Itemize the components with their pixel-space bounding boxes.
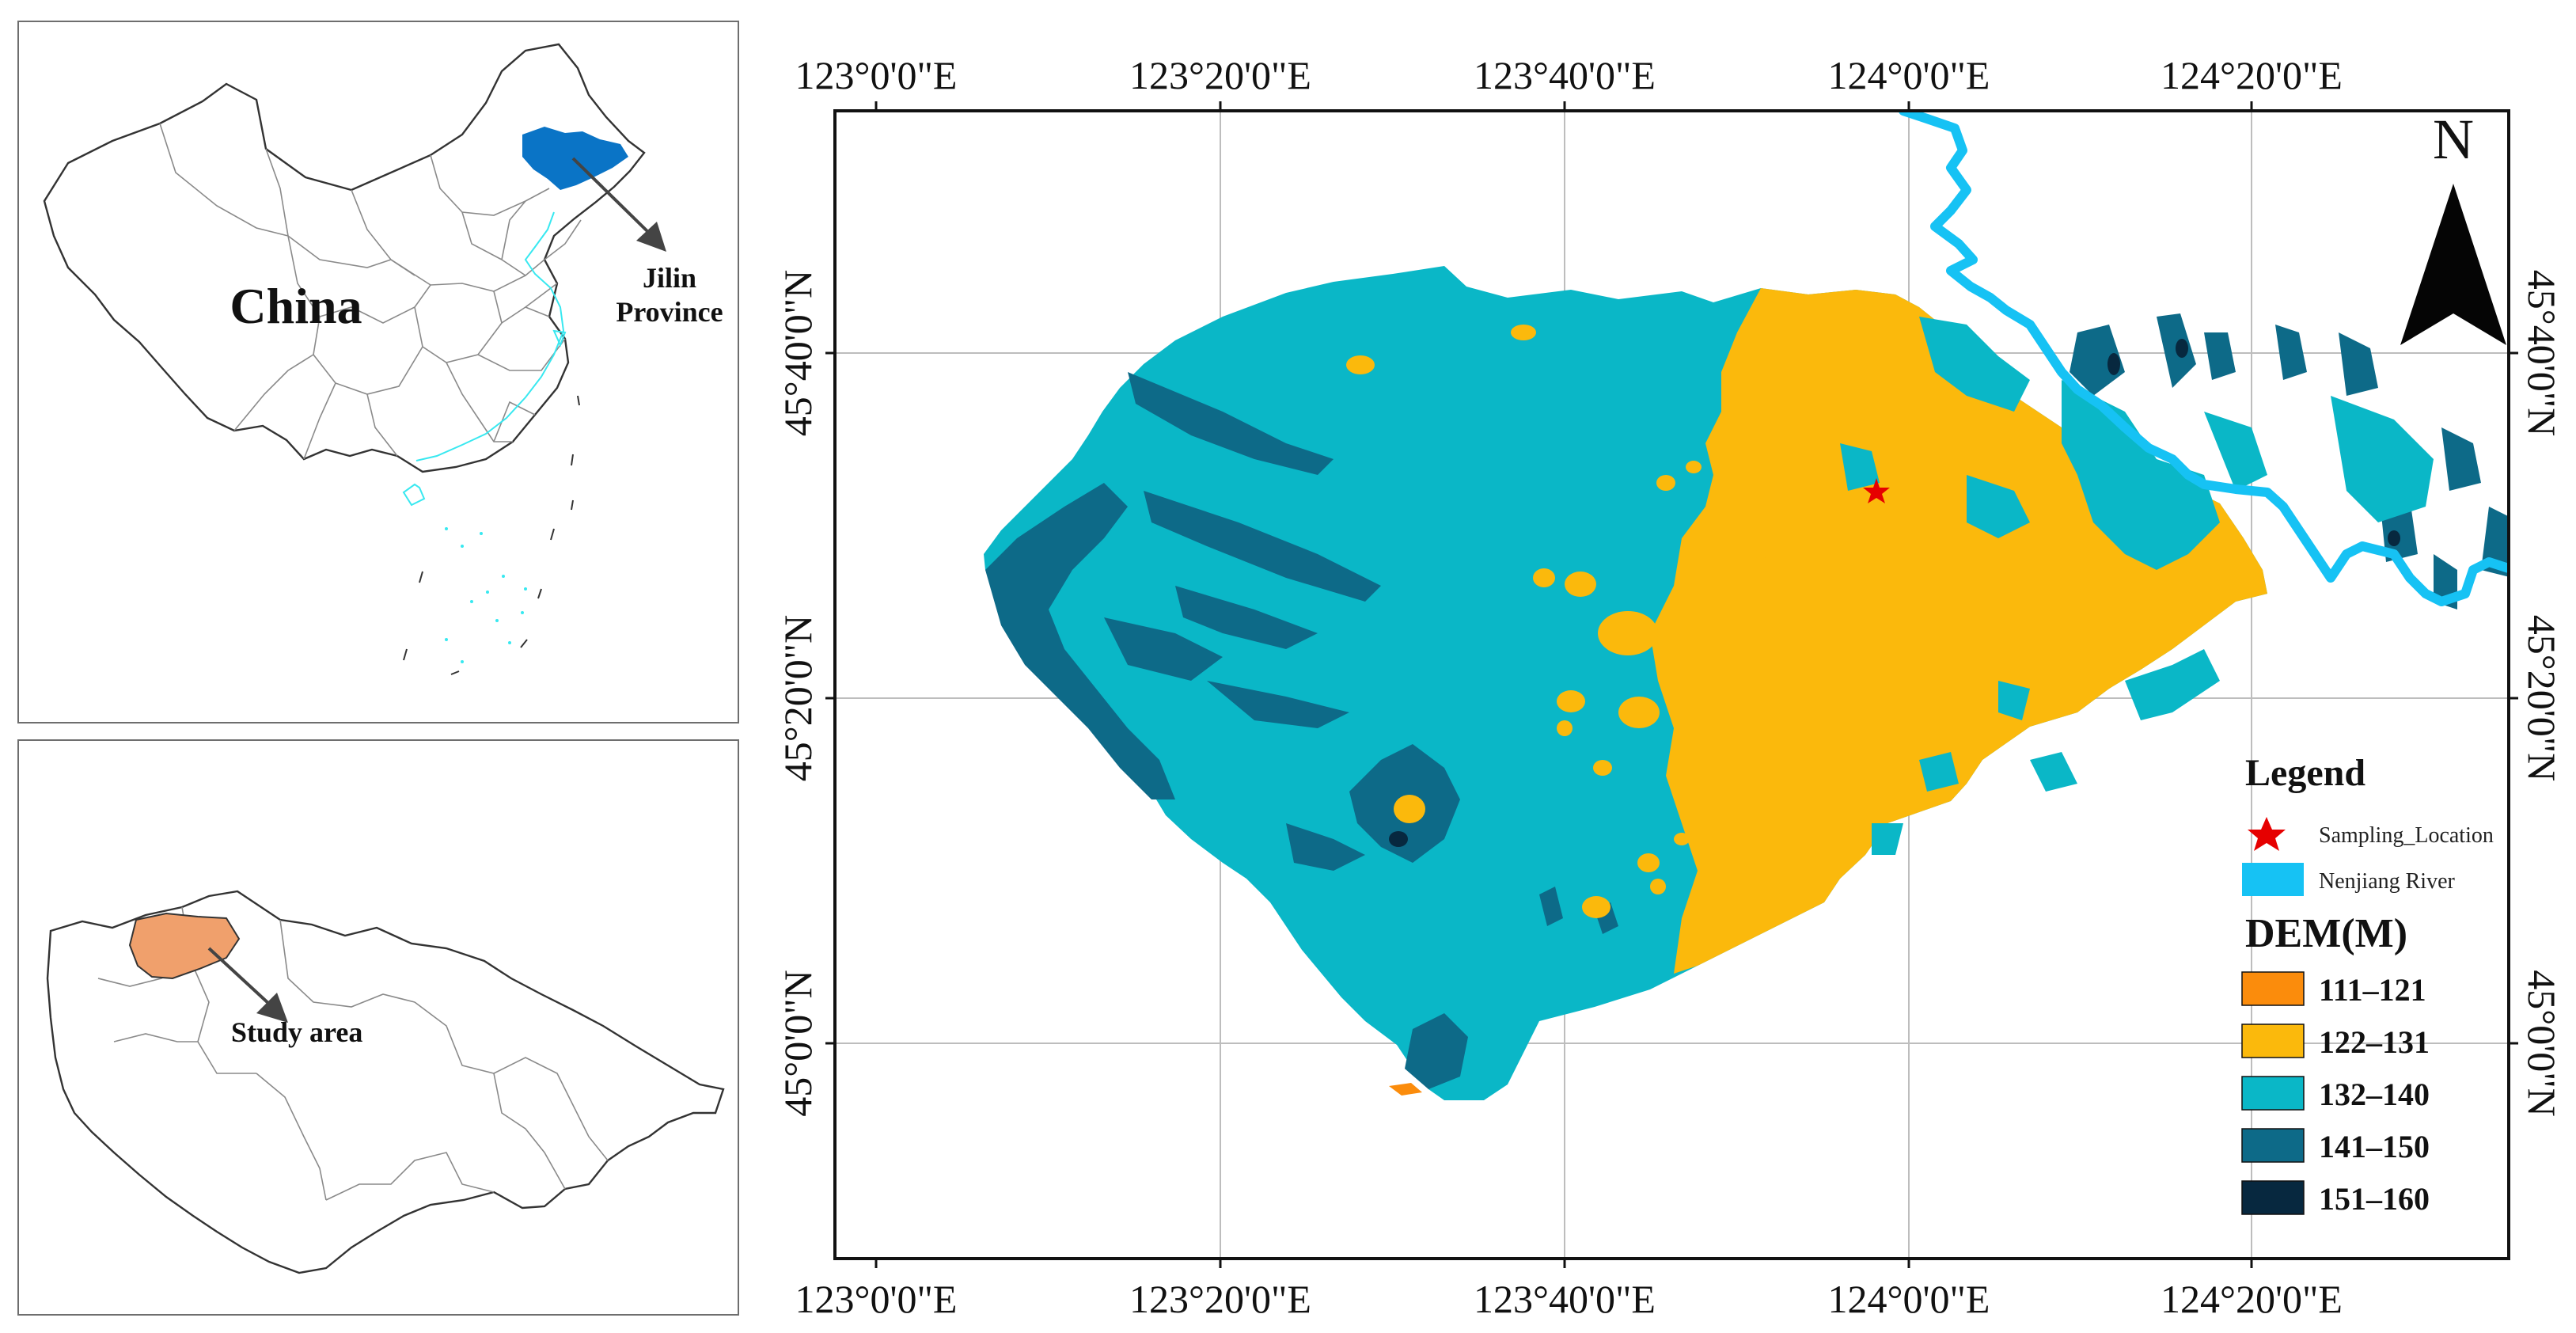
right-latitude-labels: 45°40'0"N 45°20'0"N 45°0'0"N — [2520, 270, 2564, 1117]
legend-river-label: Nenjiang River — [2319, 869, 2456, 894]
north-arrow-icon — [2400, 184, 2506, 345]
jilin-province-highlight — [522, 127, 628, 190]
jilin-pointer-arrowhead — [636, 222, 666, 252]
map-frame — [833, 109, 2510, 1260]
dem-label-151-160: 151–160 — [2319, 1181, 2430, 1217]
bottom-longitude-labels: 123°0'0"E 123°20'0"E 123°40'0"E 124°0'0"… — [795, 1277, 2343, 1321]
dem-swatch-132-140 — [2241, 1076, 2305, 1111]
bottom-lon-label: 124°20'0"E — [2161, 1277, 2343, 1321]
top-longitude-labels: 123°0'0"E 123°20'0"E 123°40'0"E 124°0'0"… — [795, 53, 2343, 97]
top-lon-label: 124°0'0"E — [1828, 53, 1990, 97]
sampling-location-star — [1863, 478, 1890, 503]
top-lon-label: 123°20'0"E — [1129, 53, 1311, 97]
dem-class-111-121-patch — [1389, 1083, 1422, 1096]
bottom-lon-label: 124°0'0"E — [1828, 1277, 1990, 1321]
jilin-outline — [46, 890, 725, 1274]
right-lat-label: 45°40'0"N — [2520, 270, 2564, 437]
study-area-label: Study area — [231, 1016, 362, 1048]
dem-swatch-111-121 — [2241, 971, 2305, 1006]
dem-class-122-131-area — [1650, 288, 2267, 974]
china-label: China — [230, 278, 362, 334]
dem-class-132-140-patches — [1840, 317, 2434, 855]
left-latitude-labels: 45°40'0"N 45°20'0"N 45°0'0"N — [776, 270, 820, 1117]
dem-class-151-160-patches — [1389, 339, 2400, 847]
study-area-highlight — [128, 912, 241, 980]
north-arrow: N — [2400, 108, 2506, 345]
nine-dash-line — [403, 395, 580, 675]
top-lon-label: 123°40'0"E — [1474, 53, 1656, 97]
right-lat-label: 45°20'0"N — [2520, 615, 2564, 782]
left-lat-label: 45°20'0"N — [776, 615, 820, 782]
dem-legend-title: DEM(M) — [2245, 911, 2407, 956]
dem-label-141-150: 141–150 — [2319, 1129, 2430, 1164]
coastline — [402, 211, 567, 507]
dem-label-111-121: 111–121 — [2319, 972, 2426, 1008]
main-map: 123°0'0"E 123°20'0"E 123°40'0"E 124°0'0"… — [776, 53, 2564, 1321]
legend-sampling-star-icon — [2248, 817, 2286, 851]
china-inset-panel: China Jilin Province — [17, 21, 739, 723]
nenjiang-river — [1899, 111, 2509, 606]
top-lon-label: 124°20'0"E — [2161, 53, 2343, 97]
north-label: N — [2433, 108, 2474, 171]
dem-swatch-141-150 — [2241, 1128, 2305, 1163]
dem-label-122-131: 122–131 — [2319, 1024, 2430, 1060]
top-lon-label: 123°0'0"E — [795, 53, 958, 97]
legend: Legend Sampling_Location Nenjiang River … — [2241, 752, 2494, 1217]
bottom-lon-label: 123°0'0"E — [795, 1277, 958, 1321]
study-area-pointer-arrow — [207, 947, 272, 1007]
legend-title: Legend — [2245, 752, 2365, 794]
study-area-pointer-arrowhead — [256, 993, 288, 1023]
jilin-label-line2: Province — [616, 296, 723, 328]
dem-class-122-131-patches — [1346, 325, 1789, 918]
dem-label-132-140: 132–140 — [2319, 1077, 2430, 1112]
dem-swatch-122-131 — [2241, 1023, 2305, 1058]
left-lat-label: 45°40'0"N — [776, 270, 820, 437]
legend-sampling-label: Sampling_Location — [2319, 823, 2494, 848]
frame-ticks — [825, 101, 2518, 1268]
bottom-lon-label: 123°40'0"E — [1474, 1277, 1656, 1321]
china-inset-map: China Jilin Province — [43, 43, 723, 675]
jilin-inset-map: Study area — [46, 890, 725, 1274]
south-china-sea-islands — [445, 527, 527, 663]
jilin-pointer-arrow — [571, 157, 654, 237]
china-outline — [43, 43, 646, 473]
jilin-inset-panel: Study area — [17, 739, 739, 1316]
jilin-label-line1: Jilin — [643, 262, 696, 294]
right-lat-label: 45°0'0"N — [2520, 970, 2564, 1117]
dem-swatch-151-160 — [2241, 1180, 2305, 1215]
legend-river-swatch — [2242, 863, 2304, 896]
left-lat-label: 45°0'0"N — [776, 970, 820, 1117]
bottom-lon-label: 123°20'0"E — [1129, 1277, 1311, 1321]
